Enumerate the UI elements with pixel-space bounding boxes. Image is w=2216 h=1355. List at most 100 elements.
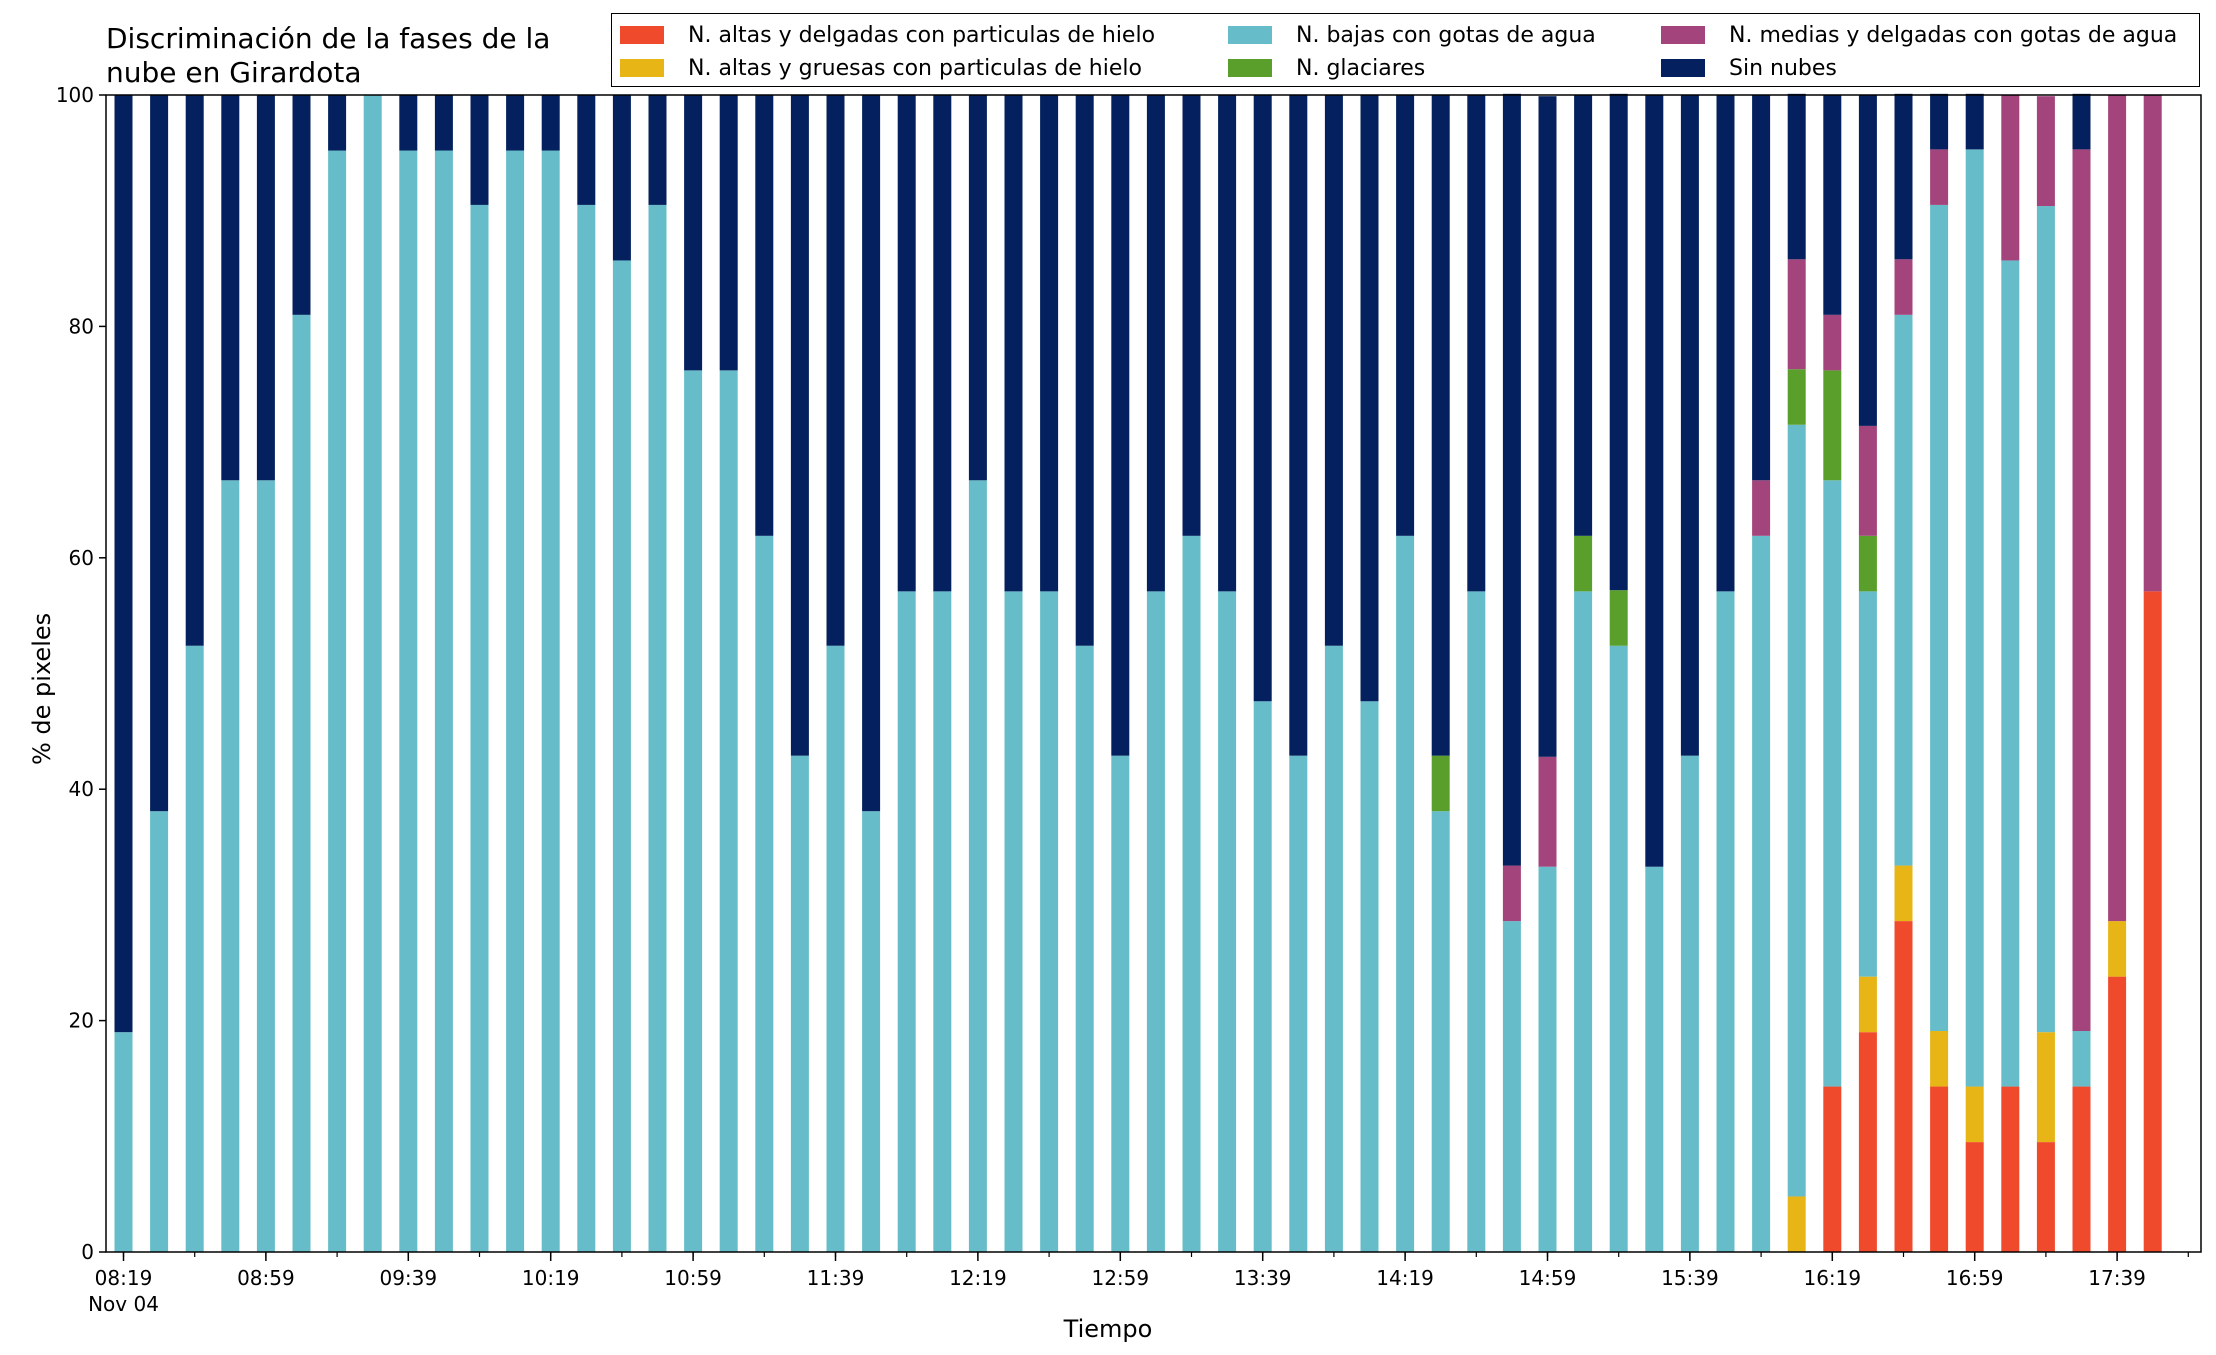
bar-segment <box>1289 755 1308 1252</box>
bar-segment <box>1253 95 1272 702</box>
bar-segment <box>506 95 525 151</box>
x-tick-label: 11:39 <box>807 1266 865 1290</box>
x-tick-label: 14:59 <box>1519 1266 1577 1290</box>
legend-entry: N. bajas con gotas de agua <box>1228 20 1596 50</box>
bar-segment <box>1965 1142 1984 1252</box>
bar-segment <box>1075 645 1094 1252</box>
bar-segment <box>1680 95 1699 756</box>
bar-segment <box>790 755 809 1252</box>
bar-segment <box>1716 95 1735 592</box>
bar-segment <box>648 95 667 205</box>
x-axis-label: Tiempo <box>1063 1315 1153 1343</box>
x-tick-label: 12:19 <box>949 1266 1007 1290</box>
legend-swatch <box>1228 26 1272 44</box>
bar-segment <box>719 370 738 1252</box>
bar-segment <box>470 204 489 1252</box>
bar-segment <box>221 480 240 1252</box>
bar-segment <box>2001 95 2020 261</box>
legend-entry: N. altas y gruesas con particulas de hie… <box>620 53 1142 83</box>
bar-segment <box>1823 314 1842 371</box>
bar-segment <box>328 150 347 1252</box>
bar-segment <box>1218 95 1237 592</box>
legend-entry: N. medias y delgadas con gotas de agua <box>1661 20 2177 50</box>
bar-segment <box>1894 93 1913 260</box>
bar-segment <box>1858 95 1877 426</box>
bar-segment <box>1111 95 1130 756</box>
bar-segment <box>1787 424 1806 1197</box>
bar-segment <box>2001 1086 2020 1252</box>
bar-segment <box>826 645 845 1252</box>
bar-segment <box>2072 93 2091 150</box>
bar-segment <box>1645 866 1664 1252</box>
chart-title-line: Discriminación de la fases de la <box>106 22 551 55</box>
x-tick-label: 08:59 <box>237 1266 295 1290</box>
y-tick-label: 0 <box>81 1240 94 1264</box>
bar-segment <box>933 95 952 592</box>
bar-segment <box>577 204 596 1252</box>
legend-entry: Sin nubes <box>1661 53 1837 83</box>
bar-segment <box>1752 480 1771 536</box>
bar-segment <box>541 95 560 151</box>
bar-segment <box>256 480 275 1252</box>
bar-segment <box>1431 755 1450 812</box>
bar-segment <box>506 150 525 1252</box>
x-tick-label: 13:39 <box>1234 1266 1292 1290</box>
bar-segment <box>292 314 311 1253</box>
bar-segment <box>1858 535 1877 592</box>
bar-segment <box>968 95 987 481</box>
bar-segment <box>1965 93 1984 150</box>
bar-segment <box>1894 921 1913 1252</box>
bar-segment <box>434 150 453 1252</box>
bar-segment <box>185 95 204 646</box>
bar-segment <box>1930 1031 1949 1087</box>
bar-segment <box>541 150 560 1252</box>
legend-swatch <box>1228 59 1272 77</box>
bar-segment <box>862 95 881 812</box>
bar-segment <box>1894 865 1913 922</box>
bar-segment <box>1609 93 1628 591</box>
bar-segment <box>2108 95 2127 922</box>
bar-segment <box>221 95 240 481</box>
bar-segment <box>1930 149 1949 205</box>
bar-segment <box>1823 370 1842 481</box>
bar-segment <box>1787 369 1806 425</box>
bar-segment <box>1894 314 1913 866</box>
bar-segment <box>1858 1032 1877 1252</box>
bar-segment <box>2001 260 2020 1087</box>
bar-segment <box>1467 591 1486 1252</box>
bar-segment <box>2036 206 2055 1033</box>
x-tick-label: 08:19 <box>95 1266 153 1290</box>
legend-entry: N. altas y delgadas con particulas de hi… <box>620 20 1155 50</box>
bar-segment <box>1324 645 1343 1252</box>
x-tick-sublabel: Nov 04 <box>88 1292 159 1316</box>
y-tick-label: 60 <box>69 546 94 570</box>
bar-segment <box>150 811 169 1252</box>
bar-segment <box>1538 96 1557 757</box>
x-tick-label: 09:39 <box>379 1266 437 1290</box>
bar-segment <box>256 95 275 481</box>
bar-segment <box>114 1032 133 1252</box>
bar-segment <box>577 95 596 205</box>
bar-segment <box>1752 535 1771 1252</box>
bar-segment <box>2143 95 2162 592</box>
bar-segment <box>1965 149 1984 1087</box>
bar-segment <box>1324 95 1343 646</box>
legend: N. altas y delgadas con particulas de hi… <box>611 13 2200 87</box>
bar-segment <box>470 95 489 205</box>
bar-segment <box>897 591 916 1252</box>
bar-segment <box>612 260 631 1252</box>
axes-frame <box>105 94 2202 1253</box>
bar-segment <box>1538 866 1557 1252</box>
bar-segment <box>755 95 774 536</box>
bar-segment <box>1396 95 1415 536</box>
bar-segment <box>2108 976 2127 1252</box>
bar-segment <box>1858 591 1877 977</box>
bar-segment <box>1574 535 1593 592</box>
legend-entry: N. glaciares <box>1228 53 1425 83</box>
y-tick-label: 80 <box>69 314 94 338</box>
bar-segment <box>1574 95 1593 536</box>
bar-segment <box>1858 425 1877 536</box>
y-tick-label: 40 <box>69 777 94 801</box>
bar-segment <box>292 95 311 315</box>
bar-segment <box>2072 1086 2091 1252</box>
